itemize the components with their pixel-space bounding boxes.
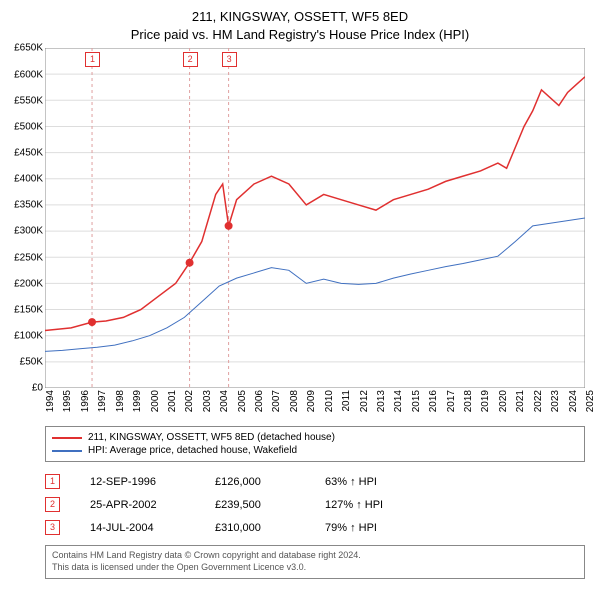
sale-event-row: 1 12-SEP-1996 £126,000 63% ↑ HPI xyxy=(45,470,585,493)
legend-swatch xyxy=(52,437,82,439)
sale-marker-3: 3 xyxy=(222,52,237,67)
x-tick-label: 2005 xyxy=(237,390,248,412)
x-tick-label: 2009 xyxy=(306,390,317,412)
y-tick-label: £50K xyxy=(20,357,43,368)
legend: 211, KINGSWAY, OSSETT, WF5 8ED (detached… xyxy=(45,426,585,462)
x-tick-label: 2010 xyxy=(324,390,335,412)
x-tick-label: 1999 xyxy=(132,390,143,412)
x-tick-label: 2007 xyxy=(271,390,282,412)
x-axis: 1994 1995 1996 1997 1998 1999 2000 2001 2002 2003… xyxy=(45,388,585,422)
sale-event-pct: 127% ↑ HPI xyxy=(325,499,415,511)
y-tick-label: £0 xyxy=(32,383,43,394)
x-tick-label: 2004 xyxy=(219,390,230,412)
sale-event-marker: 2 xyxy=(45,497,60,512)
y-tick-label: £400K xyxy=(14,174,43,185)
attribution-line2: This data is licensed under the Open Gov… xyxy=(52,562,578,574)
title-address: 211, KINGSWAY, OSSETT, WF5 8ED xyxy=(0,8,600,26)
y-tick-label: £200K xyxy=(14,278,43,289)
sale-event-row: 3 14-JUL-2004 £310,000 79% ↑ HPI xyxy=(45,516,585,539)
attribution-line1: Contains HM Land Registry data © Crown c… xyxy=(52,550,578,562)
line-chart-svg xyxy=(45,48,585,388)
sale-event-row: 2 25-APR-2002 £239,500 127% ↑ HPI xyxy=(45,493,585,516)
sale-marker-2: 2 xyxy=(183,52,198,67)
y-tick-label: £150K xyxy=(14,304,43,315)
legend-swatch xyxy=(52,450,82,452)
x-tick-label: 2016 xyxy=(428,390,439,412)
x-tick-label: 2012 xyxy=(359,390,370,412)
x-tick-label: 1994 xyxy=(45,390,56,412)
x-tick-label: 2020 xyxy=(498,390,509,412)
y-tick-label: £650K xyxy=(14,43,43,54)
legend-label: 211, KINGSWAY, OSSETT, WF5 8ED (detached… xyxy=(88,432,335,443)
y-tick-label: £350K xyxy=(14,200,43,211)
x-tick-label: 1996 xyxy=(80,390,91,412)
x-tick-label: 2015 xyxy=(411,390,422,412)
x-tick-label: 2024 xyxy=(568,390,579,412)
x-tick-label: 2018 xyxy=(463,390,474,412)
sale-event-marker: 3 xyxy=(45,520,60,535)
y-tick-label: £100K xyxy=(14,331,43,342)
legend-item: HPI: Average price, detached house, Wake… xyxy=(52,444,578,457)
x-tick-label: 2003 xyxy=(202,390,213,412)
x-tick-label: 2000 xyxy=(150,390,161,412)
x-tick-label: 1998 xyxy=(115,390,126,412)
y-tick-label: £300K xyxy=(14,226,43,237)
x-tick-label: 2021 xyxy=(515,390,526,412)
title-block: 211, KINGSWAY, OSSETT, WF5 8ED Price pai… xyxy=(0,0,600,48)
y-tick-label: £450K xyxy=(14,147,43,158)
x-tick-label: 2001 xyxy=(167,390,178,412)
x-tick-label: 2019 xyxy=(480,390,491,412)
attribution-box: Contains HM Land Registry data © Crown c… xyxy=(45,545,585,578)
chart-container: 211, KINGSWAY, OSSETT, WF5 8ED Price pai… xyxy=(0,0,600,579)
legend-item: 211, KINGSWAY, OSSETT, WF5 8ED (detached… xyxy=(52,431,578,444)
x-tick-label: 2025 xyxy=(585,390,596,412)
x-tick-label: 2006 xyxy=(254,390,265,412)
legend-label: HPI: Average price, detached house, Wake… xyxy=(88,445,297,456)
sale-event-marker: 1 xyxy=(45,474,60,489)
x-tick-label: 2023 xyxy=(550,390,561,412)
y-tick-label: £500K xyxy=(14,121,43,132)
sale-event-pct: 79% ↑ HPI xyxy=(325,522,415,534)
y-axis: £0£50K£100K£150K£200K£250K£300K£350K£400… xyxy=(0,48,45,388)
sale-marker-1: 1 xyxy=(85,52,100,67)
y-tick-label: £250K xyxy=(14,252,43,263)
sale-event-date: 12-SEP-1996 xyxy=(90,476,185,488)
sale-event-price: £126,000 xyxy=(215,476,295,488)
x-tick-label: 2014 xyxy=(393,390,404,412)
title-subtitle: Price paid vs. HM Land Registry's House … xyxy=(0,26,600,44)
y-tick-label: £600K xyxy=(14,69,43,80)
y-tick-label: £550K xyxy=(14,95,43,106)
chart-plot-area: £0£50K£100K£150K£200K£250K£300K£350K£400… xyxy=(45,48,585,388)
sale-event-pct: 63% ↑ HPI xyxy=(325,476,415,488)
sale-event-date: 14-JUL-2004 xyxy=(90,522,185,534)
x-tick-label: 2013 xyxy=(376,390,387,412)
x-tick-label: 2017 xyxy=(446,390,457,412)
x-tick-label: 2022 xyxy=(533,390,544,412)
x-tick-label: 1997 xyxy=(97,390,108,412)
x-tick-label: 2008 xyxy=(289,390,300,412)
x-tick-label: 2011 xyxy=(341,390,352,412)
x-tick-label: 1995 xyxy=(62,390,73,412)
sale-event-price: £239,500 xyxy=(215,499,295,511)
sale-event-date: 25-APR-2002 xyxy=(90,499,185,511)
x-tick-label: 2002 xyxy=(184,390,195,412)
sale-events-table: 1 12-SEP-1996 £126,000 63% ↑ HPI 2 25-APR-200… xyxy=(45,470,585,539)
sale-event-price: £310,000 xyxy=(215,522,295,534)
